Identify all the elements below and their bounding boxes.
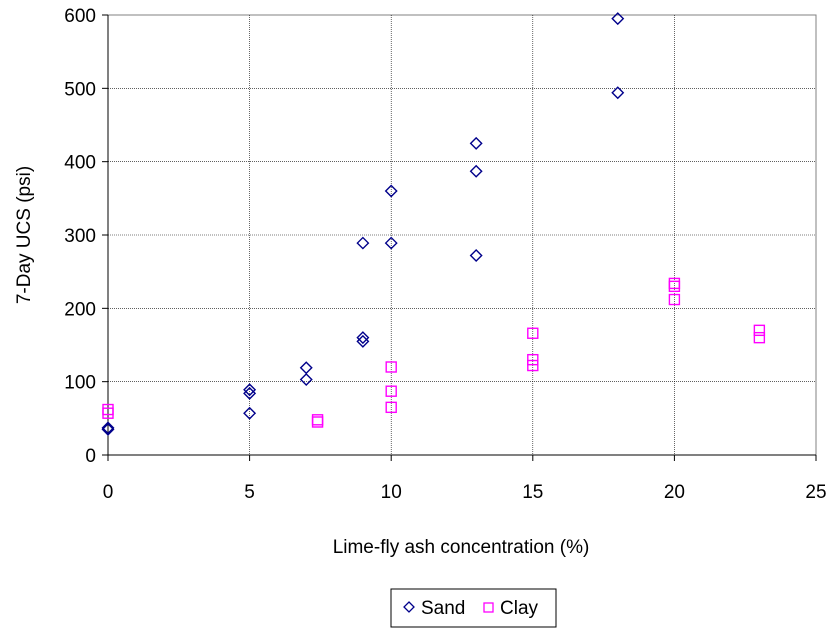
- clay-data-point: [102, 403, 114, 416]
- clay-data-point: [668, 293, 681, 306]
- clay-data-point: [527, 327, 539, 339]
- y-tick-label: 0: [85, 446, 96, 467]
- sand-data-point: [469, 164, 483, 178]
- y-tick-label: 500: [64, 79, 96, 100]
- clay-data-point: [385, 361, 397, 373]
- legend-box: [390, 588, 557, 628]
- data-points: [101, 12, 766, 436]
- sand-data-point: [611, 12, 625, 26]
- legend-label-clay: Clay: [500, 598, 539, 619]
- y-tick-label: 100: [64, 373, 96, 394]
- tick-labels: 0 5 10 15 20 25 0 100 200 300 400 500 600: [64, 6, 826, 503]
- y-tick-label: 400: [64, 153, 96, 174]
- legend-marker-sand: [403, 601, 415, 613]
- gridlines: [108, 15, 816, 455]
- sand-data-point: [356, 331, 370, 345]
- clay-data-point: [311, 414, 324, 426]
- sand-data-point: [469, 249, 483, 263]
- x-tick-label: 20: [664, 482, 685, 503]
- y-axis-title: 7-Day UCS (psi): [14, 166, 35, 304]
- y-tick-label: 200: [64, 299, 96, 320]
- x-tick-label: 0: [103, 482, 114, 503]
- x-axis-title: Lime-fly ash concentration (%): [333, 537, 590, 558]
- legend-marker-clay: [483, 602, 494, 613]
- y-tick-label: 300: [64, 226, 96, 247]
- sand-data-point: [299, 372, 313, 386]
- legend: Sand Clay: [390, 588, 557, 628]
- x-tick-label: 25: [805, 482, 826, 503]
- sand-data-point: [469, 136, 483, 150]
- sand-data-point: [384, 184, 398, 198]
- clay-data-point: [385, 401, 397, 414]
- y-tick-label: 600: [64, 6, 96, 27]
- sand-data-point: [611, 86, 625, 100]
- clay-data-point: [527, 359, 539, 372]
- sand-data-point: [243, 406, 257, 420]
- legend-label-sand: Sand: [421, 598, 465, 619]
- x-tick-label: 15: [522, 482, 543, 503]
- sand-data-point: [384, 236, 398, 250]
- clay-data-point: [668, 277, 681, 290]
- x-tick-label: 5: [244, 482, 255, 503]
- clay-data-point: [527, 353, 539, 366]
- sand-data-point: [243, 383, 257, 397]
- clay-data-point: [753, 324, 766, 337]
- clay-data-point: [753, 331, 766, 344]
- x-tick-label: 10: [381, 482, 402, 503]
- sand-data-point: [299, 361, 313, 375]
- sand-data-point: [101, 421, 115, 435]
- sand-data-point: [356, 236, 370, 250]
- sand-data-point: [101, 422, 115, 436]
- clay-data-point: [385, 385, 397, 397]
